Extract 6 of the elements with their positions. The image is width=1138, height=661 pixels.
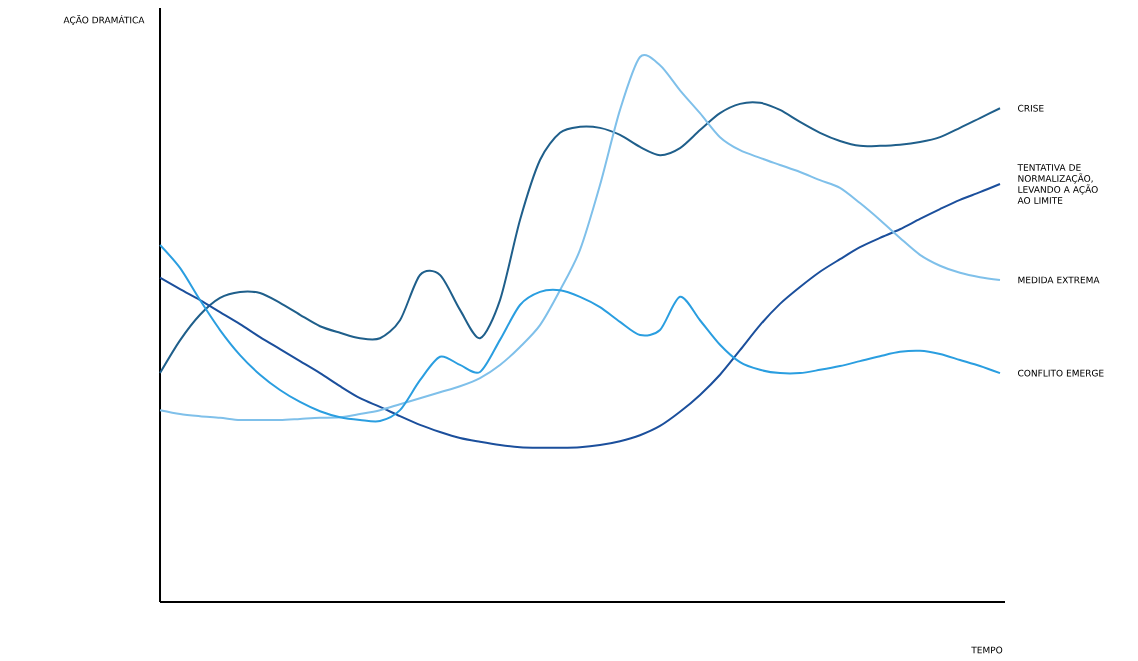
text: MEDIDA EXTREMA	[1018, 276, 1100, 284]
text: CRISE	[1018, 104, 1044, 112]
y-axis-title: AÇÃO DRAMÁTICA	[63, 14, 145, 26]
series-label: TENTATIVA DE NORMALIZAÇÃO, LEVANDO A AÇÃO AO LIMITE	[1017, 164, 1098, 204]
text: CONFLITO EMERGE	[1018, 369, 1104, 377]
x-axis-title: TEMPO	[971, 646, 1003, 654]
